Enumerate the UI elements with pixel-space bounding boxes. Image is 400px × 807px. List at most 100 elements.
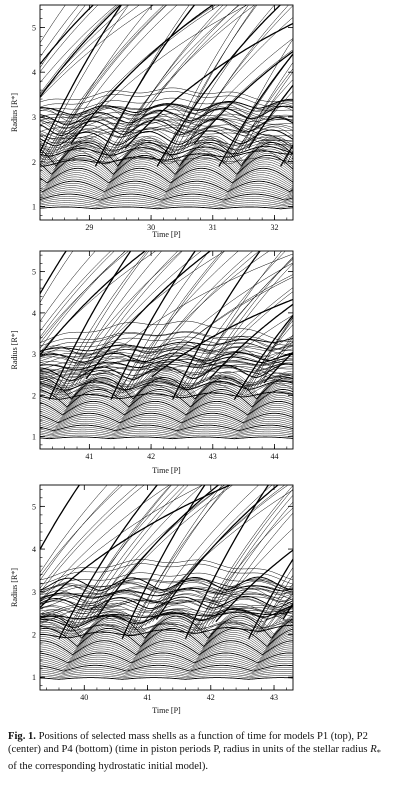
y-axis-label: Radius [R*] (10, 330, 19, 369)
shell-inner (40, 411, 293, 422)
shell-ejected (63, 251, 162, 392)
shell-ejected (368, 0, 400, 151)
shell-ejected (375, 480, 400, 639)
shell-ejected (215, 549, 293, 623)
shell-mid (40, 607, 293, 614)
shell-ejected (81, 485, 189, 627)
plot-frame (39, 484, 294, 691)
y-tick-label: 1 (32, 433, 36, 442)
y-tick-label: 2 (32, 630, 36, 639)
shell-inner (40, 642, 293, 657)
shell-ejected (346, 480, 400, 620)
shell-inner (40, 172, 293, 187)
shell-ejected (144, 485, 289, 627)
shell-ejected (106, 5, 255, 160)
shell-ejected (52, 5, 153, 156)
shell-mid (40, 611, 293, 620)
shell-ejected (322, 243, 400, 385)
shell-inner (40, 202, 293, 207)
shell-ejected (132, 251, 254, 388)
x-tick-label: 44 (270, 452, 278, 461)
shell-inner (40, 399, 293, 414)
shell-mid (40, 621, 293, 631)
shell-ejected (40, 251, 115, 338)
shell-ejected (89, 485, 226, 622)
shell-ejected (320, 480, 400, 635)
x-axis-label: Time [P] (152, 230, 181, 239)
shell-inner (40, 148, 293, 171)
shell-outer (40, 127, 293, 147)
shell-inner (40, 675, 293, 679)
shell-inner (40, 615, 293, 639)
shell-inner (40, 176, 293, 189)
shell-ejected (40, 251, 126, 350)
shell-outer (40, 345, 293, 362)
shell-ejected (98, 5, 190, 165)
shell-ejected (248, 84, 293, 149)
shell-inner (40, 198, 293, 204)
x-axis-label: Time [P] (152, 706, 181, 715)
shell-inner (40, 644, 293, 658)
shell-ejected (326, 243, 400, 383)
shell-mid (40, 355, 293, 365)
shell-mid (40, 359, 293, 370)
shell-inner (40, 434, 293, 438)
shell-ejected (121, 5, 239, 151)
shell-inner (40, 638, 293, 654)
caption-text-2: of the corresponding hydrostatic initial… (8, 760, 209, 772)
shell-inner (40, 658, 293, 668)
y-tick-label: 5 (32, 268, 36, 277)
shell-ejected (40, 5, 117, 84)
shell-inner (40, 640, 293, 655)
shell-ejected (263, 351, 293, 384)
shell-inner (40, 206, 293, 210)
shell-ejected (315, 243, 400, 389)
shell-outer (40, 104, 293, 121)
shell-mid (40, 624, 293, 639)
shell-ejected (168, 5, 256, 160)
shell-ejected (202, 263, 293, 384)
shell-ejected (300, 243, 400, 397)
shell-ejected (275, 603, 293, 624)
shell-ejected (140, 485, 260, 629)
shell-mid (40, 620, 293, 637)
x-tick-label: 42 (207, 693, 215, 702)
shell-ejected (318, 243, 400, 387)
y-tick-label: 1 (32, 673, 36, 682)
shell-ejected (40, 485, 170, 602)
shell-mid (40, 105, 293, 133)
shell-inner (40, 624, 293, 644)
shell-ejected (218, 53, 293, 167)
shell-ejected (342, 480, 400, 622)
shell-ejected (190, 49, 293, 147)
shell-ejected (365, 243, 400, 395)
plot-frame (39, 250, 294, 450)
shell-mid (40, 157, 293, 163)
shell-inner (40, 395, 293, 412)
shell-ejected (62, 485, 180, 637)
shell-ejected (40, 5, 95, 66)
shell-inner (40, 180, 293, 193)
shell-ejected (240, 71, 293, 153)
shell-inner (40, 393, 293, 410)
shell-inner (40, 144, 293, 168)
y-tick-label: 4 (32, 545, 36, 554)
shell-inner (40, 430, 293, 435)
shell-inner (40, 397, 293, 413)
shell-mid (40, 145, 293, 157)
shell-ejected (74, 251, 202, 386)
shell-inner (40, 185, 293, 195)
y-tick-label: 3 (32, 113, 36, 122)
shell-mid (40, 149, 293, 165)
shell-mid (40, 383, 293, 398)
shell-ejected (296, 0, 400, 157)
shell-ejected (384, 243, 400, 385)
shell-ejected (117, 5, 247, 153)
shell-mid (40, 379, 293, 396)
shell-ejected (110, 5, 228, 158)
shell-ejected (176, 251, 286, 398)
x-tick-label: 32 (270, 223, 278, 232)
shell-ejected (252, 567, 293, 637)
shell-ejected (40, 485, 138, 589)
shell-outer (40, 336, 293, 356)
